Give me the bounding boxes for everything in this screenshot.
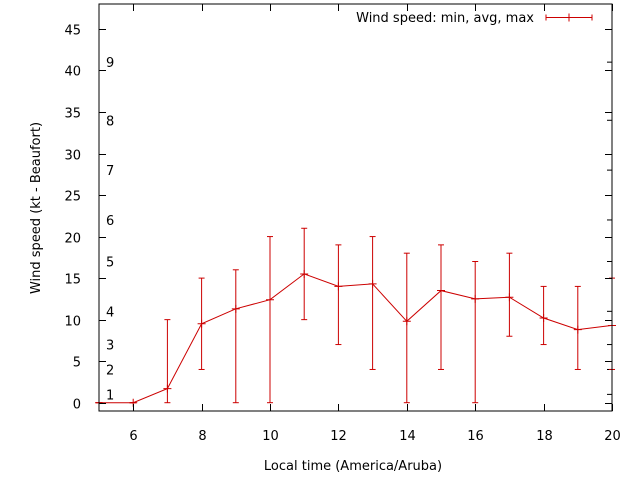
beaufort-label: 1 — [106, 388, 114, 403]
legend-marker — [565, 13, 573, 22]
y-tick-label: 40 — [64, 65, 81, 80]
avg-marker — [437, 286, 445, 295]
avg-marker — [539, 313, 548, 322]
beaufort-label: 3 — [106, 339, 114, 354]
avg-marker — [334, 282, 343, 291]
data-point — [402, 252, 411, 404]
data-point — [505, 252, 514, 337]
data-point — [471, 260, 480, 404]
y-tick-label: 0 — [73, 398, 81, 413]
y-tick-label: 20 — [64, 232, 81, 247]
y-axis-title: Wind speed (kt - Beaufort) — [29, 122, 44, 294]
data-point — [368, 236, 377, 370]
x-tick-label: 10 — [262, 429, 279, 444]
x-tick-label: 14 — [399, 429, 416, 444]
x-tick-label: 20 — [604, 429, 621, 444]
avg-marker — [471, 294, 480, 303]
data-point — [231, 269, 240, 404]
beaufort-label: 5 — [106, 255, 114, 270]
avg-marker — [505, 293, 514, 302]
data-point — [300, 227, 309, 321]
series-wind-speed — [95, 227, 616, 407]
y-tick-label: 15 — [64, 273, 81, 288]
x-axis-title: Local time (America/Aruba) — [264, 459, 442, 474]
avg-marker — [197, 319, 206, 328]
beaufort-label: 9 — [106, 56, 114, 71]
y-tick-label: 5 — [73, 356, 81, 371]
beaufort-label: 2 — [106, 363, 114, 378]
data-point — [197, 277, 206, 370]
plot-frame — [98, 3, 613, 412]
x-tick-label: 18 — [536, 429, 553, 444]
x-tick-label: 6 — [129, 429, 137, 444]
y-tick-label: 30 — [64, 149, 81, 164]
data-point — [334, 244, 343, 346]
beaufort-label: 7 — [106, 164, 114, 179]
x-tick-label: 12 — [330, 429, 347, 444]
beaufort-label: 4 — [106, 305, 114, 320]
avg-marker — [573, 325, 582, 334]
series-line — [99, 273, 613, 404]
avg-marker — [368, 279, 377, 288]
avg-marker — [266, 295, 274, 304]
y-tick-label: 35 — [64, 107, 81, 122]
avg-marker — [163, 384, 172, 393]
y-tick-label: 10 — [64, 315, 81, 330]
y-tick-label: 45 — [64, 24, 81, 39]
x-tick-label: 16 — [467, 429, 484, 444]
data-point — [573, 285, 582, 370]
data-point — [163, 319, 172, 404]
avg-marker — [402, 317, 411, 326]
data-point — [437, 244, 445, 370]
beaufort-scale: 1 2 3 4 5 6 7 8 9 — [106, 56, 612, 403]
legend-label: Wind speed: min, avg, max — [356, 11, 534, 26]
x-tick-label: 8 — [198, 429, 206, 444]
data-point — [266, 236, 274, 404]
avg-marker — [231, 304, 240, 313]
data-point — [539, 285, 548, 346]
y-tick-label: 25 — [64, 190, 81, 205]
avg-marker — [300, 269, 309, 278]
legend: Wind speed: min, avg, max — [356, 11, 593, 26]
beaufort-label: 6 — [106, 214, 114, 229]
beaufort-label: 8 — [106, 114, 114, 129]
